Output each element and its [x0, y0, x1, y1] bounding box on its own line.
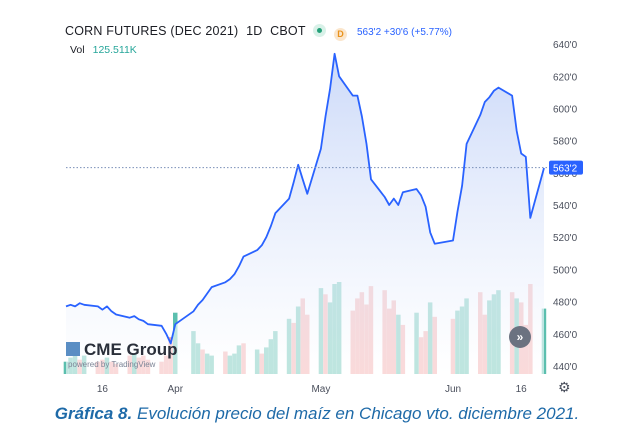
price-line-series	[65, 52, 545, 345]
cme-logo-icon	[66, 342, 80, 356]
y-tick-label: 540'0	[553, 201, 578, 212]
x-tick-label: 16	[516, 384, 528, 395]
y-tick-label: 640'0	[553, 40, 578, 51]
price-axis: 440'0460'0480'0500'0520'0540'0560'0580'0…	[66, 40, 583, 373]
gear-icon[interactable]: ⚙	[558, 379, 571, 395]
x-tick-label: Apr	[168, 384, 184, 395]
current-price-label-bg	[549, 160, 583, 175]
y-tick-label: 520'0	[553, 233, 578, 244]
cme-watermark: CME Group powered by TradingView	[66, 340, 178, 369]
current-price-label: 563'2	[553, 164, 578, 175]
price-area	[66, 53, 544, 375]
y-tick-label: 580'0	[553, 137, 578, 148]
y-tick-label: 480'0	[553, 298, 578, 309]
powered-by-text: powered by TradingView	[68, 360, 156, 369]
y-tick-label: 440'0	[553, 362, 578, 373]
price-change-quote: 563'2 +30'6 (+5.77%)	[357, 27, 452, 38]
price-line	[65, 52, 545, 345]
interval-label[interactable]: 1D	[246, 24, 263, 38]
caption-label: Gráfica 8.	[54, 404, 133, 423]
volume-bar	[63, 361, 69, 374]
market-status-icon[interactable]	[313, 24, 327, 37]
volume-legend: Vol 125.511K	[70, 44, 137, 56]
y-tick-label: 620'0	[553, 72, 578, 83]
y-tick-label: 600'0	[553, 105, 578, 116]
x-tick-label: 16	[97, 384, 109, 395]
chart-header: CORN FUTURES (DEC 2021) 1D CBOT D	[65, 24, 351, 41]
symbol-title[interactable]: CORN FUTURES (DEC 2021)	[65, 24, 239, 38]
caption-text: Evolución precio del maíz en Chicago vto…	[136, 404, 580, 423]
figure-caption: Gráfica 8. Evolución precio del maíz en …	[0, 404, 634, 424]
x-tick-label: May	[311, 384, 330, 395]
y-tick-label: 460'0	[553, 330, 578, 341]
time-axis: 16 Apr May Jun 16	[97, 384, 527, 395]
x-tick-label: Jun	[445, 384, 461, 395]
volume-label: Vol	[70, 44, 85, 56]
cme-brand: CME Group	[84, 340, 178, 359]
exchange-label: CBOT	[270, 24, 306, 38]
data-badge-icon[interactable]: D	[334, 28, 348, 41]
y-tick-label: 500'0	[553, 265, 578, 276]
volume-value: 125.511K	[92, 44, 137, 56]
price-area-fill	[66, 53, 544, 375]
double-chevron-right-icon[interactable]: »	[509, 326, 531, 348]
